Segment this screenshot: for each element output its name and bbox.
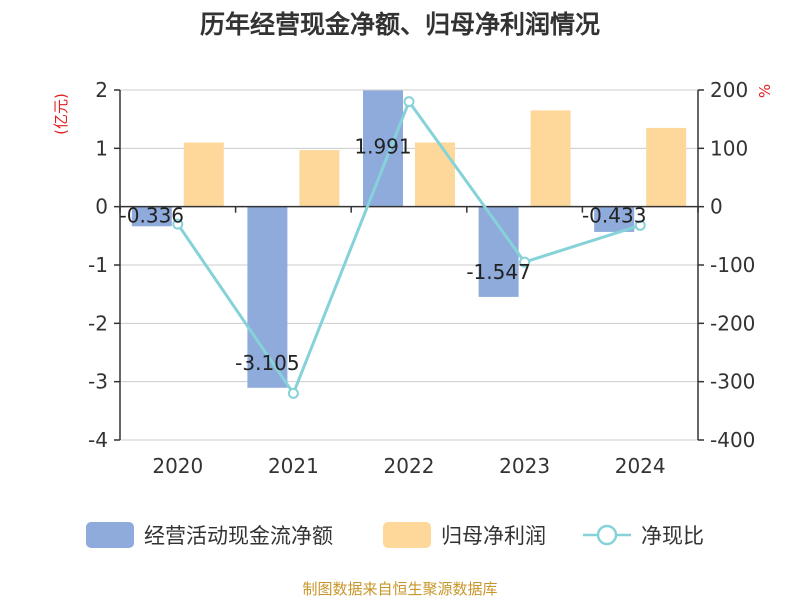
point-cash-ratio[interactable] — [634, 219, 646, 231]
bar-net-profit[interactable] — [646, 127, 687, 207]
legend: 经营活动现金流净额 归母净利润 净现比 — [86, 522, 704, 548]
right-axis-tick-label: -100 — [710, 253, 755, 277]
bar-operating-cash-flow[interactable] — [131, 206, 172, 227]
left-axis-unit: (亿元) — [52, 93, 70, 135]
point-cash-ratio[interactable] — [172, 218, 184, 230]
right-axis-tick-label: -300 — [710, 370, 755, 394]
data-source: 制图数据来自恒生聚源数据库 — [302, 580, 497, 598]
point-cash-ratio[interactable] — [287, 387, 299, 399]
data-label-operating-cash-flow: -0.336 — [120, 204, 184, 228]
bar-net-profit[interactable] — [299, 150, 340, 207]
left-axis-tick-label: 2 — [95, 78, 108, 102]
right-axis-tick-label: -400 — [710, 428, 755, 452]
data-labels: -0.336 -3.105 1.991 -1.547 -0.433 — [120, 135, 647, 375]
legend-label-net-profit[interactable]: 归母净利润 — [441, 524, 546, 548]
bar-operating-cash-flow[interactable] — [594, 206, 635, 232]
x-axis-tick-label: 2020 — [152, 454, 203, 478]
chart-title: 历年经营现金净额、归母净利润情况 — [200, 10, 600, 39]
left-axis-tick-label: 0 — [95, 195, 108, 219]
bar-net-profit[interactable] — [183, 142, 224, 207]
data-label-operating-cash-flow: -3.105 — [235, 351, 299, 375]
legend-swatch-net-profit — [383, 522, 431, 548]
x-axis-tick-label: 2023 — [499, 454, 550, 478]
x-axis-tick-label: 2022 — [384, 454, 435, 478]
left-axis-tick-label: 1 — [95, 136, 108, 160]
legend-swatch-operating-cash-flow — [86, 522, 134, 548]
legend-label-operating-cash-flow[interactable]: 经营活动现金流净额 — [144, 524, 333, 548]
data-label-operating-cash-flow: 1.991 — [354, 135, 411, 159]
axes — [114, 89, 704, 441]
left-axis-tick-label: -1 — [88, 253, 108, 277]
point-cash-ratio[interactable] — [403, 96, 415, 108]
tick-labels: 2 1 0 -1 -2 -3 -4 200 100 0 -100 -200 -300 -400 2020 20… — [88, 78, 755, 478]
right-axis-unit: % — [756, 84, 774, 98]
bar-operating-cash-flow[interactable] — [478, 206, 519, 297]
bar-operating-cash-flow[interactable] — [363, 90, 403, 207]
right-axis-tick-label: 100 — [710, 136, 748, 160]
right-axis-tick-label: 0 — [710, 195, 723, 219]
x-axis-tick-label: 2021 — [268, 454, 319, 478]
data-label-operating-cash-flow: -1.547 — [466, 260, 530, 284]
data-label-operating-cash-flow: -0.433 — [582, 204, 646, 228]
right-axis-tick-label: 200 — [710, 78, 748, 102]
left-axis-tick-label: -2 — [88, 311, 108, 335]
legend-label-cash-ratio[interactable]: 净现比 — [641, 524, 704, 548]
x-axis-tick-label: 2024 — [615, 454, 666, 478]
left-axis-tick-label: -3 — [88, 370, 108, 394]
line-series — [172, 96, 646, 399]
bar-net-profit[interactable] — [530, 110, 571, 207]
left-axis-tick-label: -4 — [88, 428, 108, 452]
right-axis-tick-label: -200 — [710, 311, 755, 335]
legend-marker-cash-ratio — [596, 524, 618, 546]
bar-net-profit[interactable] — [415, 142, 455, 207]
point-cash-ratio[interactable] — [519, 256, 531, 268]
